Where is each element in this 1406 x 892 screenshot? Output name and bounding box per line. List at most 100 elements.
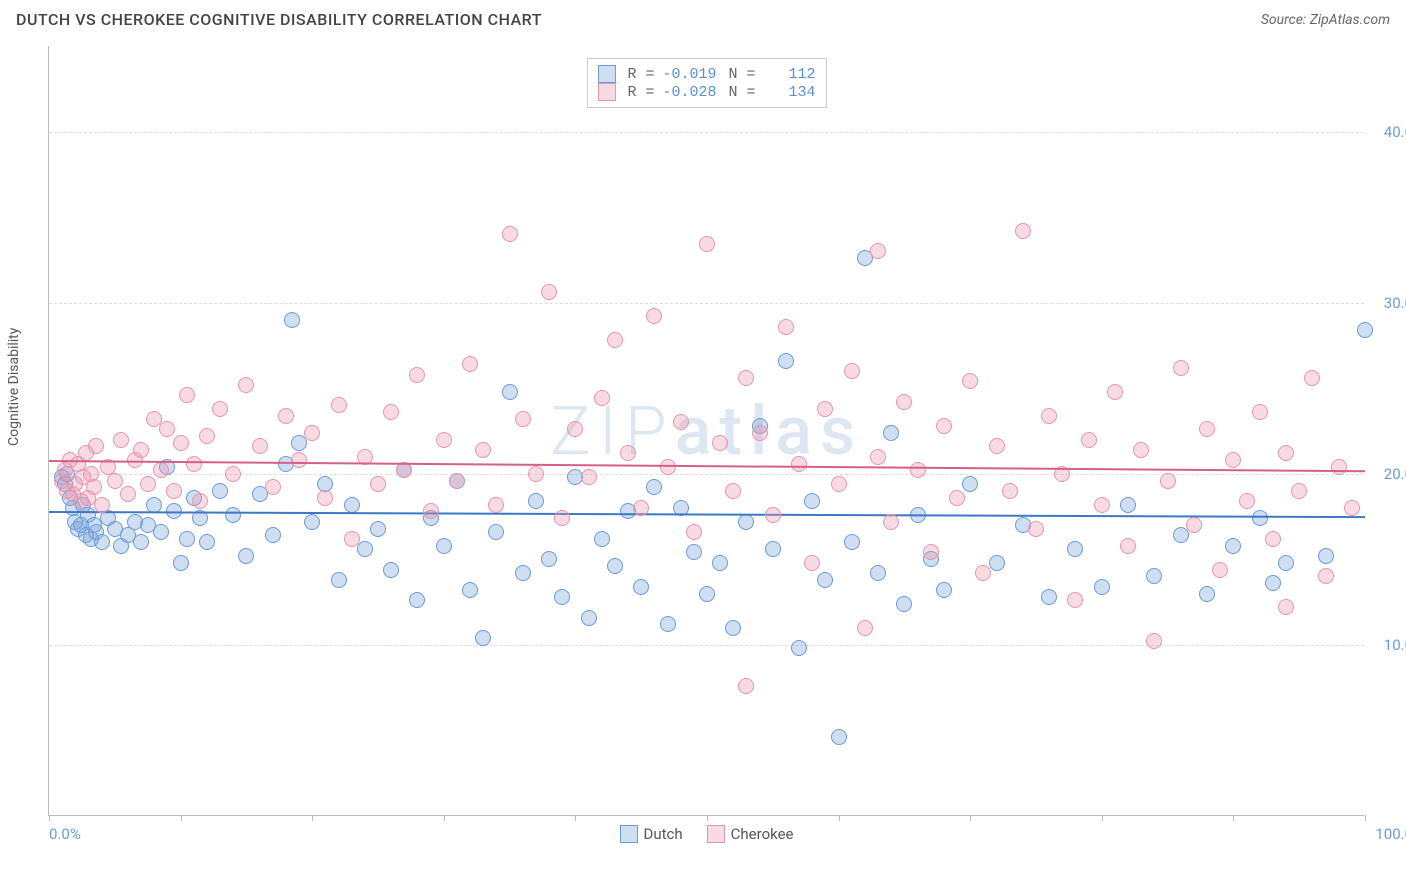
data-point-dutch bbox=[1120, 497, 1136, 513]
y-axis-title: Cognitive Disability bbox=[6, 328, 22, 446]
x-axis-tick bbox=[707, 815, 708, 821]
data-point-cherokee bbox=[488, 497, 504, 513]
legend-swatch bbox=[620, 825, 638, 843]
data-point-cherokee bbox=[238, 377, 254, 393]
data-point-cherokee bbox=[1278, 445, 1294, 461]
data-point-cherokee bbox=[383, 404, 399, 420]
data-point-dutch bbox=[1173, 527, 1189, 543]
data-point-cherokee bbox=[1318, 568, 1334, 584]
data-point-cherokee bbox=[291, 452, 307, 468]
data-point-dutch bbox=[1225, 538, 1241, 554]
data-point-dutch bbox=[831, 729, 847, 745]
legend-item-dutch: Dutch bbox=[620, 825, 683, 843]
data-point-cherokee bbox=[528, 466, 544, 482]
data-point-cherokee bbox=[1028, 521, 1044, 537]
data-point-dutch bbox=[265, 527, 281, 543]
data-point-cherokee bbox=[179, 387, 195, 403]
data-point-dutch bbox=[844, 534, 860, 550]
data-point-cherokee bbox=[1291, 483, 1307, 499]
data-point-cherokee bbox=[725, 483, 741, 499]
data-point-dutch bbox=[370, 521, 386, 537]
x-axis-label-max: 100.0% bbox=[1375, 825, 1406, 843]
stat-r-label: R = bbox=[627, 84, 654, 101]
data-point-cherokee bbox=[225, 466, 241, 482]
data-point-cherokee bbox=[699, 236, 715, 252]
data-point-dutch bbox=[936, 582, 952, 598]
legend-item-cherokee: Cherokee bbox=[707, 825, 794, 843]
data-point-dutch bbox=[1357, 322, 1373, 338]
data-point-cherokee bbox=[831, 476, 847, 492]
data-point-cherokee bbox=[1252, 404, 1268, 420]
data-point-dutch bbox=[1094, 579, 1110, 595]
data-point-dutch bbox=[738, 514, 754, 530]
stat-r-value: -0.019 bbox=[662, 66, 716, 83]
data-point-cherokee bbox=[1331, 459, 1347, 475]
data-point-cherokee bbox=[581, 469, 597, 485]
data-point-cherokee bbox=[857, 620, 873, 636]
data-point-cherokee bbox=[765, 507, 781, 523]
data-point-cherokee bbox=[140, 476, 156, 492]
data-point-dutch bbox=[1199, 586, 1215, 602]
data-point-dutch bbox=[179, 531, 195, 547]
data-point-cherokee bbox=[923, 544, 939, 560]
data-point-cherokee bbox=[1225, 452, 1241, 468]
stat-n-value: 112 bbox=[764, 66, 816, 83]
data-point-cherokee bbox=[1107, 384, 1123, 400]
stat-r-label: R = bbox=[627, 66, 654, 83]
data-point-cherokee bbox=[883, 514, 899, 530]
data-point-cherokee bbox=[94, 497, 110, 513]
data-point-cherokee bbox=[607, 332, 623, 348]
data-point-cherokee bbox=[133, 442, 149, 458]
data-point-dutch bbox=[153, 524, 169, 540]
data-point-cherokee bbox=[1173, 360, 1189, 376]
data-point-dutch bbox=[436, 538, 452, 554]
data-point-cherokee bbox=[844, 363, 860, 379]
stat-r-value: -0.028 bbox=[662, 84, 716, 101]
data-point-dutch bbox=[528, 493, 544, 509]
data-point-cherokee bbox=[186, 456, 202, 472]
data-point-cherokee bbox=[1120, 538, 1136, 554]
data-point-cherokee bbox=[331, 397, 347, 413]
data-point-cherokee bbox=[88, 438, 104, 454]
data-point-cherokee bbox=[686, 524, 702, 540]
data-point-cherokee bbox=[804, 555, 820, 571]
data-point-dutch bbox=[488, 524, 504, 540]
data-point-dutch bbox=[581, 610, 597, 626]
x-axis-tick bbox=[839, 815, 840, 821]
data-point-dutch bbox=[883, 425, 899, 441]
data-point-cherokee bbox=[949, 490, 965, 506]
data-point-dutch bbox=[712, 555, 728, 571]
data-point-dutch bbox=[765, 541, 781, 557]
data-point-dutch bbox=[383, 562, 399, 578]
data-point-cherokee bbox=[896, 394, 912, 410]
data-point-cherokee bbox=[107, 473, 123, 489]
x-axis-tick bbox=[1102, 815, 1103, 821]
data-point-dutch bbox=[284, 312, 300, 328]
legend-label: Cherokee bbox=[731, 825, 794, 843]
regression-line-cherokee bbox=[49, 460, 1365, 472]
data-point-dutch bbox=[817, 572, 833, 588]
x-axis-tick bbox=[970, 815, 971, 821]
data-point-dutch bbox=[475, 630, 491, 646]
data-point-dutch bbox=[1067, 541, 1083, 557]
legend-label: Dutch bbox=[644, 825, 683, 843]
data-point-cherokee bbox=[86, 479, 102, 495]
x-axis-tick bbox=[1365, 815, 1366, 821]
x-axis-tick bbox=[1233, 815, 1234, 821]
y-axis-tick-label: 10.0% bbox=[1384, 636, 1406, 654]
data-point-cherokee bbox=[502, 226, 518, 242]
data-point-dutch bbox=[870, 565, 886, 581]
data-point-dutch bbox=[686, 544, 702, 560]
data-point-cherokee bbox=[712, 435, 728, 451]
data-point-dutch bbox=[778, 353, 794, 369]
chart-title: DUTCH VS CHEROKEE COGNITIVE DISABILITY C… bbox=[16, 10, 542, 29]
data-point-dutch bbox=[462, 582, 478, 598]
data-point-cherokee bbox=[265, 479, 281, 495]
data-point-dutch bbox=[896, 596, 912, 612]
data-point-cherokee bbox=[1041, 408, 1057, 424]
data-point-dutch bbox=[541, 551, 557, 567]
data-point-dutch bbox=[502, 384, 518, 400]
data-point-dutch bbox=[554, 589, 570, 605]
chart-plot-area: ZIPatlas R =-0.019N =112R =-0.028N =134 … bbox=[48, 46, 1364, 816]
data-point-cherokee bbox=[673, 414, 689, 430]
